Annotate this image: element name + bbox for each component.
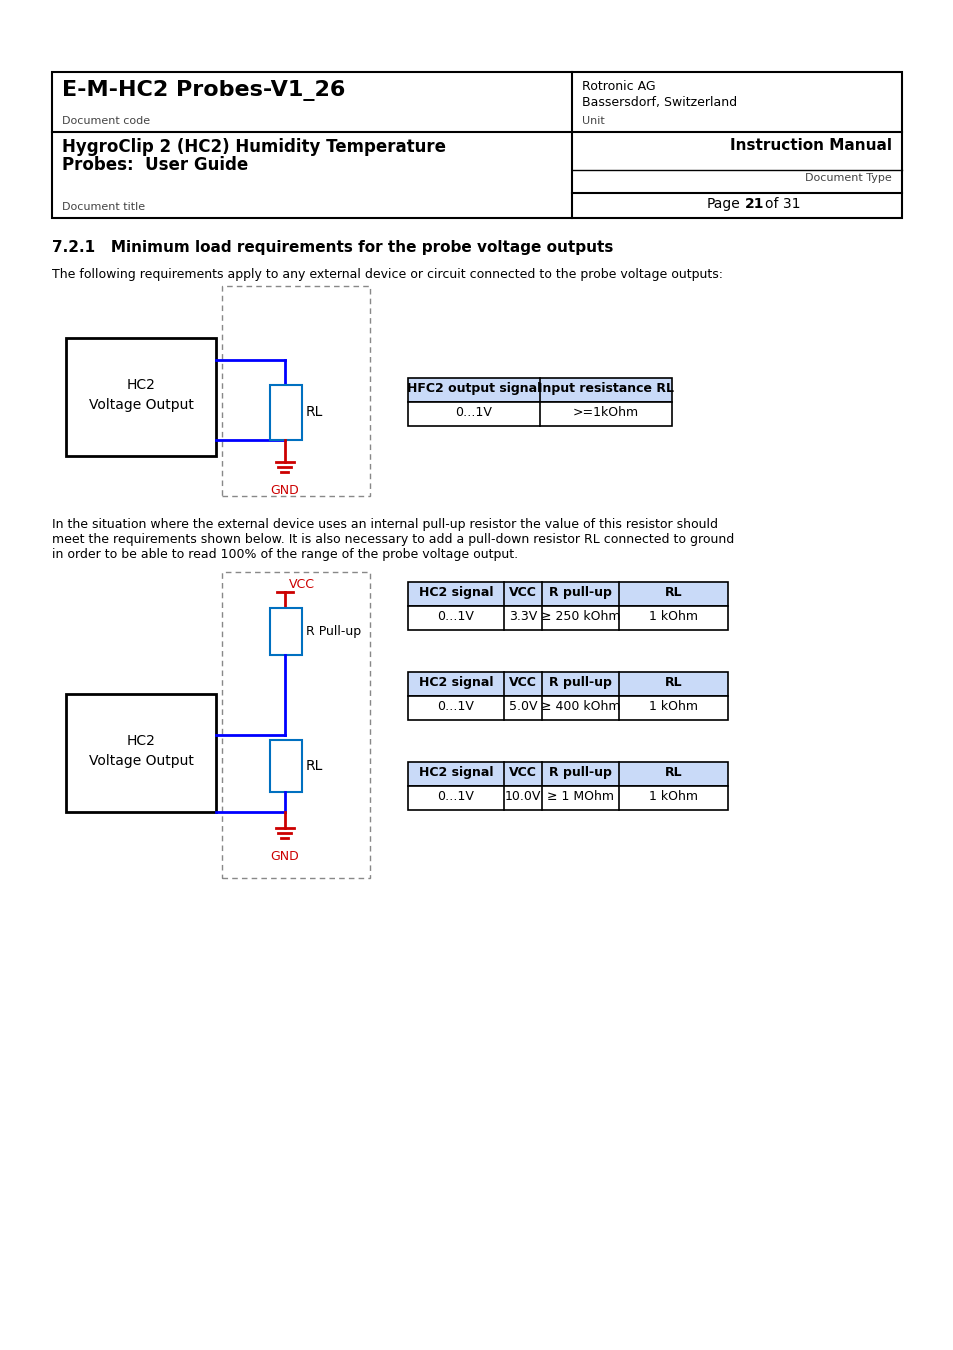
- Text: Probes:  User Guide: Probes: User Guide: [62, 157, 248, 174]
- Text: HC2 signal: HC2 signal: [418, 765, 493, 779]
- Bar: [408, 786, 727, 810]
- Text: 3.3V: 3.3V: [509, 610, 537, 622]
- Text: VCC: VCC: [509, 676, 537, 688]
- Text: E-M-HC2 Probes-V1_26: E-M-HC2 Probes-V1_26: [62, 80, 345, 101]
- Text: Input resistance RL: Input resistance RL: [537, 382, 673, 396]
- Text: 1 kOhm: 1 kOhm: [648, 701, 698, 713]
- Text: HygroClip 2 (HC2) Humidity Temperature: HygroClip 2 (HC2) Humidity Temperature: [62, 138, 446, 157]
- Text: 0…1V: 0…1V: [456, 406, 492, 418]
- Text: RL: RL: [306, 405, 323, 420]
- Text: of 31: of 31: [764, 197, 800, 211]
- Bar: [222, 286, 370, 495]
- Text: VCC: VCC: [289, 578, 314, 591]
- Text: Voltage Output: Voltage Output: [89, 398, 193, 412]
- Bar: [222, 572, 370, 878]
- Text: 0…1V: 0…1V: [437, 790, 474, 803]
- Text: R pull-up: R pull-up: [549, 676, 612, 688]
- Bar: [52, 72, 901, 217]
- Text: 0…1V: 0…1V: [437, 701, 474, 713]
- Bar: [408, 672, 727, 697]
- Text: in order to be able to read 100% of the range of the probe voltage output.: in order to be able to read 100% of the …: [52, 548, 517, 562]
- Text: 1 kOhm: 1 kOhm: [648, 610, 698, 622]
- Text: R Pull-up: R Pull-up: [306, 625, 361, 639]
- Bar: [408, 402, 671, 427]
- Text: Rotronic AG: Rotronic AG: [581, 80, 655, 93]
- Text: ≥ 400 kOhm: ≥ 400 kOhm: [540, 701, 619, 713]
- Text: In the situation where the external device uses an internal pull-up resistor the: In the situation where the external devi…: [52, 518, 718, 531]
- Bar: [270, 608, 302, 655]
- Text: RL: RL: [306, 759, 323, 774]
- Text: meet the requirements shown below. It is also necessary to add a pull-down resis: meet the requirements shown below. It is…: [52, 533, 734, 545]
- Text: GND: GND: [271, 485, 299, 497]
- Bar: [408, 761, 727, 786]
- Bar: [408, 378, 671, 402]
- Text: HC2 signal: HC2 signal: [418, 676, 493, 688]
- Text: HC2 signal: HC2 signal: [418, 586, 493, 599]
- Bar: [270, 385, 302, 440]
- Text: The following requirements apply to any external device or circuit connected to : The following requirements apply to any …: [52, 269, 722, 281]
- Text: 1 kOhm: 1 kOhm: [648, 790, 698, 803]
- Text: >=1kOhm: >=1kOhm: [573, 406, 639, 418]
- Text: VCC: VCC: [509, 586, 537, 599]
- Text: HFC2 output signal: HFC2 output signal: [406, 382, 540, 396]
- Text: ≥ 1 MOhm: ≥ 1 MOhm: [547, 790, 614, 803]
- Bar: [66, 694, 215, 811]
- Text: HC2: HC2: [127, 734, 155, 748]
- Bar: [408, 606, 727, 630]
- Text: GND: GND: [271, 850, 299, 863]
- Text: Document Type: Document Type: [804, 173, 891, 184]
- Text: ≥ 250 kOhm: ≥ 250 kOhm: [540, 610, 619, 622]
- Text: 7.2.1   Minimum load requirements for the probe voltage outputs: 7.2.1 Minimum load requirements for the …: [52, 240, 613, 255]
- Text: Document code: Document code: [62, 116, 150, 126]
- Text: Page: Page: [706, 197, 740, 211]
- Text: Unit: Unit: [581, 116, 604, 126]
- Text: Bassersdorf, Switzerland: Bassersdorf, Switzerland: [581, 96, 737, 109]
- Text: 0…1V: 0…1V: [437, 610, 474, 622]
- Text: Document title: Document title: [62, 202, 145, 212]
- Text: R pull-up: R pull-up: [549, 586, 612, 599]
- Text: 5.0V: 5.0V: [508, 701, 537, 713]
- Text: VCC: VCC: [509, 765, 537, 779]
- Bar: [66, 338, 215, 456]
- Text: R pull-up: R pull-up: [549, 765, 612, 779]
- Text: RL: RL: [664, 676, 681, 688]
- Bar: [408, 697, 727, 720]
- Bar: [270, 740, 302, 792]
- Text: 21: 21: [744, 197, 763, 211]
- Bar: [408, 582, 727, 606]
- Text: 10.0V: 10.0V: [504, 790, 540, 803]
- Text: Voltage Output: Voltage Output: [89, 755, 193, 768]
- Text: RL: RL: [664, 586, 681, 599]
- Text: RL: RL: [664, 765, 681, 779]
- Text: Instruction Manual: Instruction Manual: [729, 138, 891, 153]
- Text: HC2: HC2: [127, 378, 155, 392]
